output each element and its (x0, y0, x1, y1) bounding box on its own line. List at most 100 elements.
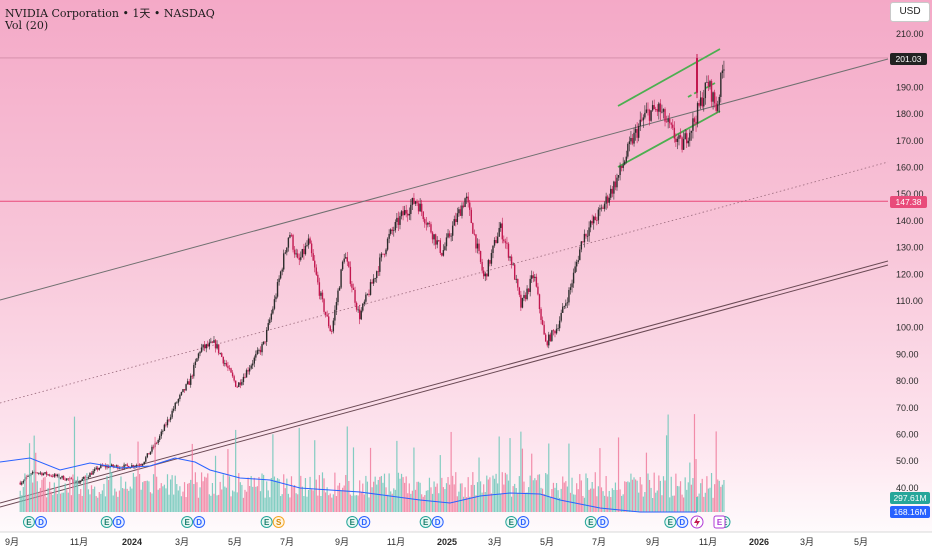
volume-bar (73, 416, 76, 512)
event-E-icon (22, 516, 35, 528)
volume-bar (173, 494, 175, 512)
volume-bar (608, 490, 610, 512)
candle-body (360, 310, 362, 320)
volume-bar (638, 492, 640, 512)
candle-body (577, 260, 579, 262)
candle-body (278, 278, 280, 283)
candle-body (679, 135, 682, 138)
event-D-label: D (361, 518, 367, 527)
volume-bar (94, 486, 96, 512)
symbol-title[interactable]: NVIDIA Corporation • 1天 • NASDAQ (5, 7, 215, 20)
volume-bar (701, 478, 703, 512)
volume-bar (142, 482, 144, 512)
volume-bar (576, 483, 578, 512)
volume-bar (306, 496, 308, 512)
candle-body (343, 258, 345, 262)
candle-body (619, 165, 621, 176)
candle-body (160, 431, 162, 436)
volume-indicator-label[interactable]: Vol (20) (5, 19, 49, 32)
volume-bar (28, 443, 31, 512)
volume-bar (185, 497, 187, 512)
candle-body (662, 109, 665, 112)
volume-bar (69, 477, 71, 512)
volume-bar (445, 483, 448, 512)
volume-bar (359, 480, 361, 512)
candle-body (706, 81, 708, 83)
candle-body (710, 81, 713, 102)
candle-body (436, 240, 438, 245)
event-E-icon (505, 516, 518, 528)
volume-bar (168, 494, 170, 512)
candle-body (712, 92, 714, 102)
volume-bar (467, 477, 469, 512)
volume-bar (554, 487, 556, 512)
candle-body (622, 164, 624, 168)
volume-bar (321, 472, 324, 512)
volume-bar (712, 497, 714, 512)
volume-bar (625, 481, 627, 512)
candle-body (400, 211, 403, 217)
volume-bar (213, 493, 215, 512)
volume-bar (138, 474, 141, 512)
candle-body (684, 133, 686, 140)
currency-button[interactable]: USD (890, 2, 930, 22)
volume-bar (518, 476, 520, 512)
volume-bar (258, 477, 260, 512)
volume-bar (118, 490, 121, 512)
candle-body (594, 216, 596, 221)
volume-bar (408, 483, 410, 512)
volume-bar (49, 481, 51, 512)
upcoming-earnings-label: E (717, 518, 723, 527)
candle-body (205, 344, 207, 349)
candle-body (377, 271, 379, 273)
x-tick-label: 11月 (70, 537, 88, 547)
volume-bar (202, 481, 204, 512)
candle-body (653, 105, 655, 110)
x-tick-label: 9月 (646, 537, 660, 547)
volume-bar (452, 475, 454, 512)
candle-body (259, 349, 262, 353)
volume-bar (121, 488, 124, 512)
candle-body (701, 97, 703, 107)
candle-body (231, 372, 234, 377)
volume-bar (66, 490, 68, 512)
candle-body (441, 252, 443, 256)
volume-bar (707, 488, 710, 512)
candle-body (453, 219, 455, 226)
candle-body (422, 211, 424, 220)
volume-bar (442, 487, 444, 512)
candle-body (537, 286, 539, 295)
volume-bar (543, 494, 545, 512)
event-E-label: E (588, 518, 594, 527)
candle-body (180, 391, 183, 395)
candle-body (203, 344, 206, 349)
candle-body (141, 464, 144, 466)
candle-body (495, 240, 497, 243)
volume-bar (157, 489, 159, 512)
volume-bar (328, 495, 330, 512)
candle-body (140, 465, 142, 467)
candle-body (611, 188, 614, 194)
candle-body (546, 341, 548, 346)
lower-trendline-a (0, 260, 889, 504)
volume-bar (284, 488, 286, 512)
volume-bar (114, 488, 116, 512)
candle-body (582, 241, 584, 243)
candle-body (695, 121, 697, 124)
volume-bar (106, 476, 108, 512)
volume-bar (162, 486, 164, 512)
volume-bar (492, 475, 494, 512)
candle-body (411, 198, 414, 205)
candle-body (448, 233, 451, 237)
candle-body (489, 260, 491, 264)
event-D-label: D (38, 518, 44, 527)
candle-body (442, 250, 445, 256)
volume-bar (704, 492, 706, 512)
candle-body (107, 465, 110, 468)
candle-body (583, 233, 586, 243)
candle-body (169, 417, 172, 420)
volume-bar (717, 479, 719, 512)
volume-bar (320, 495, 322, 512)
volume-bar (250, 476, 252, 512)
